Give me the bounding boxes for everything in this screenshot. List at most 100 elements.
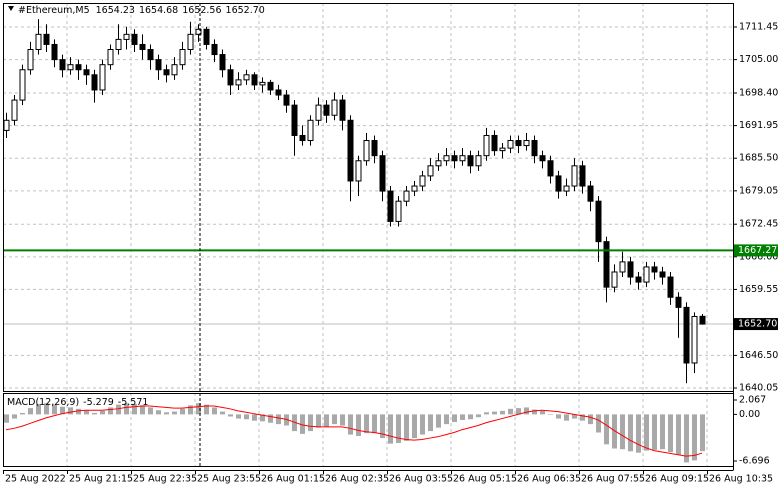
macd-bar <box>476 414 481 418</box>
macd-bar <box>164 412 169 415</box>
candle-body <box>67 64 74 71</box>
macd-bar <box>452 414 457 423</box>
candle-body <box>107 49 114 66</box>
y-tick-label: 1646.50 <box>739 350 778 361</box>
macd-bar <box>340 414 345 426</box>
candle-body <box>3 119 10 131</box>
y-tick-label: 1691.95 <box>739 120 778 131</box>
candle-body <box>227 69 234 86</box>
candle-body <box>155 59 162 71</box>
macd-bar <box>244 414 249 420</box>
candle-body <box>419 175 426 187</box>
candle-body <box>507 140 514 149</box>
macd-name: MACD(12,26,9) <box>7 397 79 408</box>
macd-bar <box>188 405 193 415</box>
candle-body <box>291 104 298 136</box>
macd-bar <box>580 414 585 421</box>
candle-body <box>611 271 618 288</box>
macd-bar <box>524 407 529 415</box>
grid <box>3 3 733 466</box>
macd-bar <box>172 411 177 415</box>
candle-body <box>691 315 698 364</box>
macd-bar <box>620 414 625 450</box>
macd-bar <box>140 405 145 415</box>
level-label-box <box>734 244 778 257</box>
macd-bar <box>100 410 105 415</box>
macd-bar <box>76 408 81 415</box>
candle-body <box>587 185 594 202</box>
macd-bar <box>556 414 561 419</box>
macd-bar <box>684 414 689 463</box>
last-price-box <box>734 318 778 331</box>
macd-bar <box>28 408 33 415</box>
macd-bar <box>268 414 273 423</box>
candle-body <box>683 306 690 364</box>
macd-bar <box>356 414 361 436</box>
macd-bar <box>444 414 449 425</box>
candle-body <box>651 266 658 273</box>
candle-body <box>531 140 538 157</box>
candle-body <box>435 160 442 167</box>
candle-body <box>35 33 42 51</box>
macd-bar <box>124 403 129 415</box>
macd-bar <box>468 414 473 420</box>
candle-body <box>43 33 50 45</box>
macd-bar <box>316 414 321 428</box>
candle-body <box>619 261 626 273</box>
candle-body <box>675 296 682 308</box>
macd-bar <box>564 414 569 421</box>
candle-body <box>443 155 450 162</box>
x-tick-label: 25 Aug 2022 <box>5 474 66 485</box>
macd-bar <box>628 414 633 452</box>
candle-body <box>91 74 98 91</box>
candle-body <box>467 155 474 167</box>
signal-value: -5.571 <box>118 397 149 408</box>
macd-bar <box>612 414 617 449</box>
macd-bar <box>156 410 161 415</box>
candle-body <box>307 119 314 142</box>
macd-bar <box>44 403 49 415</box>
macd-bar <box>348 414 353 435</box>
candle-body <box>19 69 26 101</box>
chart-title: #Ethereum,M5 1654.23 1654.68 1652.56 1652.70 <box>18 5 265 16</box>
macd-bar <box>700 414 705 452</box>
candle-body <box>331 99 338 116</box>
macd-bar <box>300 414 305 434</box>
candle-body <box>299 134 306 142</box>
candle-body <box>403 190 410 202</box>
candle-body <box>339 99 346 121</box>
candle-body <box>99 64 106 91</box>
y-tick-label: 1672.45 <box>739 219 778 230</box>
candle-body <box>627 261 634 278</box>
macd-bar <box>92 412 97 415</box>
x-tick-label: 25 Aug 21:15 <box>69 474 133 485</box>
y-tick-label: 1685.50 <box>739 153 778 164</box>
y-tick-label: 1679.05 <box>739 185 778 196</box>
macd-bar <box>636 414 641 453</box>
macd-bar <box>492 411 497 415</box>
macd-bar <box>212 407 217 415</box>
macd-bar <box>308 414 313 432</box>
candle-body <box>171 64 178 76</box>
macd-bar <box>396 414 401 443</box>
candle-body <box>475 155 482 167</box>
candle-body <box>515 140 522 147</box>
macd-bar <box>372 414 377 434</box>
x-tick-label: 25 Aug 22:35 <box>133 474 197 485</box>
macd-bar <box>588 414 593 425</box>
candle-body <box>11 99 18 121</box>
candle-body <box>51 43 58 61</box>
candle-body <box>131 33 138 45</box>
candle-body <box>427 165 434 177</box>
macd-bar <box>500 410 505 415</box>
candle-body <box>483 134 490 157</box>
macd-bar <box>60 406 65 415</box>
candle-body <box>211 43 218 56</box>
macd-bar <box>692 414 697 461</box>
macd-bar <box>436 414 441 428</box>
axes: 1711.45 1705.00 1698.40 1691.95 1685.50 1679.… <box>3 22 778 485</box>
y-tick-label: 1666.00 <box>739 251 778 262</box>
macd-bar <box>4 414 9 423</box>
y-tick-label: 1640.05 <box>739 383 778 394</box>
y-tick-label: 1705.00 <box>739 54 778 65</box>
